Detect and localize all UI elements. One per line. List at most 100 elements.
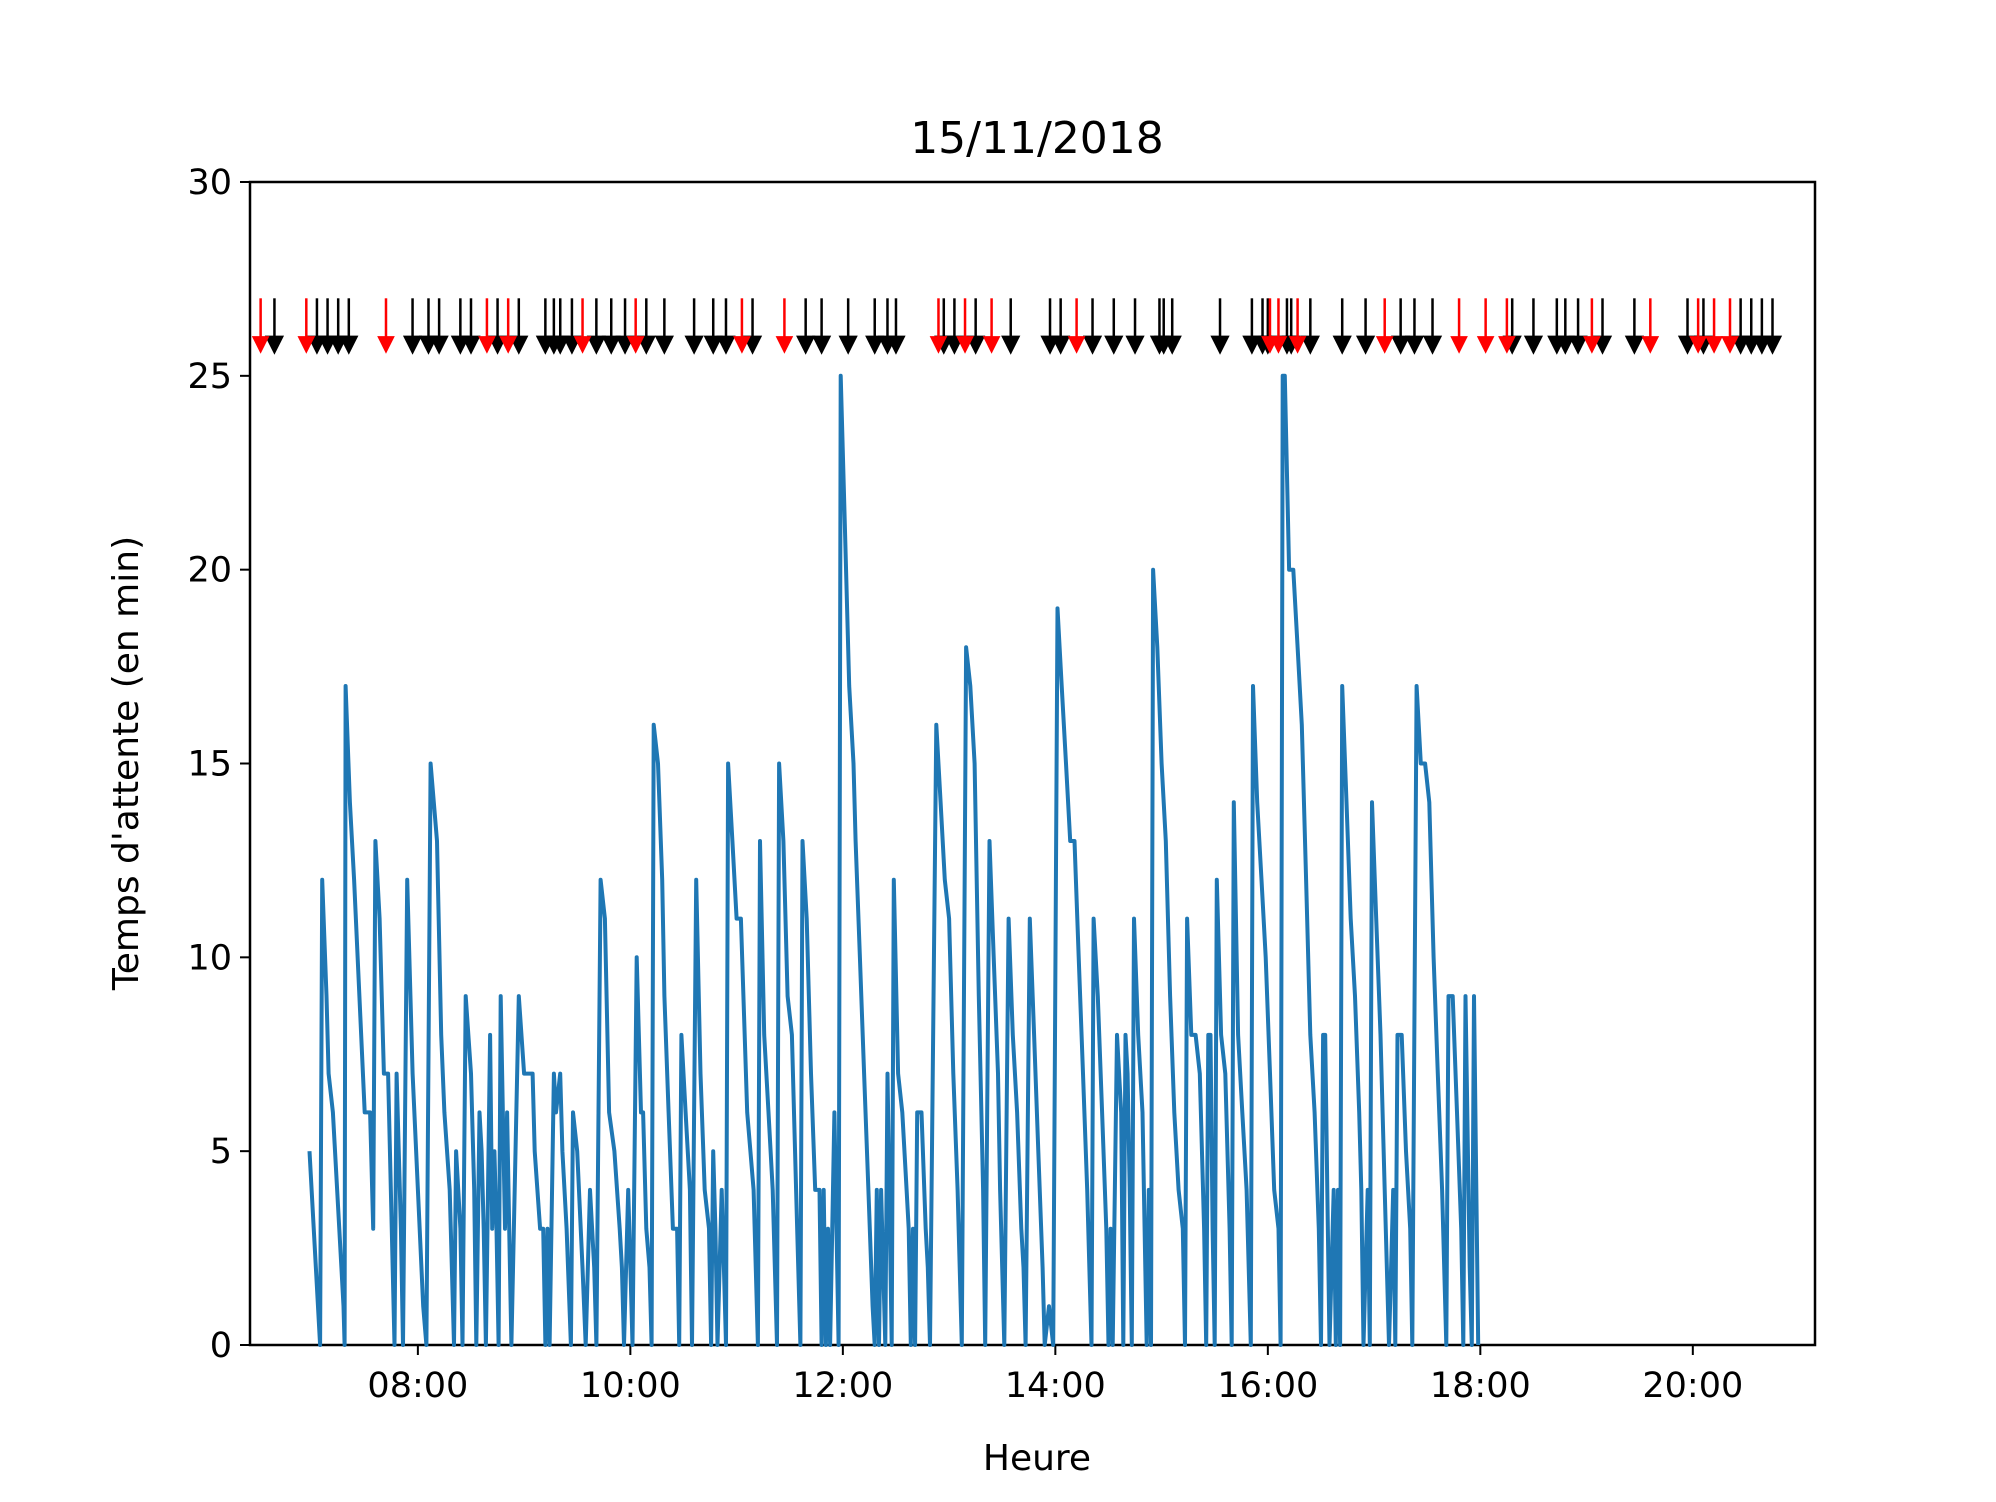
- red-arrow-head: [733, 336, 751, 354]
- red-arrow-head: [929, 336, 948, 354]
- red-arrow-head: [377, 336, 395, 354]
- black-arrow-head: [1391, 336, 1410, 354]
- red-arrow-head: [626, 336, 645, 354]
- black-arrow-head: [1356, 336, 1375, 354]
- x-tick-label: 10:00: [580, 1366, 681, 1406]
- black-arrow-head: [655, 336, 674, 354]
- black-arrow-head: [637, 336, 656, 354]
- x-axis-label: Heure: [983, 1438, 1091, 1479]
- black-arrow-head: [1423, 336, 1442, 354]
- y-tick-label: 20: [187, 551, 232, 591]
- black-arrow-head: [717, 336, 735, 354]
- black-arrow-head: [1301, 336, 1320, 354]
- red-arrow-head: [478, 336, 496, 354]
- black-arrow-head: [1104, 336, 1123, 354]
- black-arrow-head: [1126, 336, 1144, 354]
- black-arrow-head: [1569, 336, 1587, 354]
- red-arrow-head: [1067, 336, 1086, 354]
- red-arrow-head: [1583, 336, 1601, 354]
- black-arrow-head: [945, 336, 964, 354]
- black-arrow-head: [812, 336, 831, 354]
- black-arrow-head: [1211, 336, 1229, 354]
- red-arrow-head: [982, 336, 1001, 354]
- black-arrow-head: [551, 336, 570, 354]
- black-arrow-head: [1163, 336, 1182, 354]
- red-arrow-head: [1498, 336, 1516, 354]
- black-arrow-head: [1593, 336, 1612, 354]
- black-arrow-head: [1763, 336, 1782, 354]
- black-arrow-head: [339, 336, 358, 354]
- y-tick-label: 15: [187, 745, 232, 785]
- black-arrow-head: [602, 336, 621, 354]
- black-arrow-head: [403, 336, 422, 354]
- black-arrow-head: [488, 336, 507, 354]
- y-tick-label: 10: [187, 938, 232, 978]
- red-arrow-head: [1689, 336, 1707, 354]
- black-arrow-head: [430, 336, 448, 354]
- black-arrow-head: [1051, 336, 1070, 354]
- black-arrow-head: [1731, 336, 1750, 354]
- black-arrow-head: [865, 336, 884, 354]
- red-arrow-head: [1288, 336, 1307, 354]
- black-arrow-head: [318, 336, 337, 354]
- red-arrow-head: [1705, 336, 1723, 354]
- black-arrow-head: [1678, 336, 1697, 354]
- y-axis-label: Temps d'attente (en min): [106, 536, 147, 991]
- black-arrow-head: [1001, 336, 1020, 354]
- black-arrow-head: [1625, 336, 1644, 354]
- black-arrow-head: [796, 336, 815, 354]
- black-arrow-head: [451, 336, 470, 354]
- black-arrow-head: [1524, 336, 1543, 354]
- red-arrow-head: [251, 336, 270, 354]
- black-arrow-head: [743, 336, 762, 354]
- black-arrow-head: [329, 336, 347, 354]
- x-tick-label: 18:00: [1430, 1366, 1531, 1406]
- red-arrow-head: [775, 336, 794, 354]
- black-arrow-head: [685, 336, 703, 354]
- chart-title: 15/11/2018: [910, 113, 1164, 164]
- red-arrow-head: [1450, 336, 1468, 354]
- red-arrow-head: [1641, 336, 1660, 354]
- black-arrow-head: [587, 336, 606, 354]
- black-arrow-head: [265, 336, 284, 354]
- black-arrow-head: [509, 336, 528, 354]
- black-arrow-head: [419, 336, 438, 354]
- black-arrow-head: [616, 336, 634, 354]
- black-arrow-head: [462, 336, 480, 354]
- black-arrow-head: [839, 336, 857, 354]
- red-arrow-head: [573, 336, 592, 354]
- black-arrow-head: [563, 336, 581, 354]
- y-tick-label: 5: [210, 1132, 232, 1172]
- black-arrow-head: [704, 336, 723, 354]
- black-arrow-head: [887, 336, 905, 354]
- black-arrow-head: [1083, 336, 1102, 354]
- black-arrow-head: [1243, 336, 1261, 354]
- x-tick-label: 08:00: [367, 1366, 468, 1406]
- red-arrow-head: [499, 336, 517, 354]
- x-tick-label: 20:00: [1642, 1366, 1743, 1406]
- red-arrow-head: [1375, 336, 1394, 354]
- red-arrow-head: [1269, 336, 1288, 354]
- black-arrow-head: [1742, 336, 1761, 354]
- series-line: [307, 373, 1481, 1347]
- black-arrow-head: [1753, 336, 1771, 354]
- red-arrow-head: [1476, 336, 1495, 354]
- black-arrow-head: [966, 336, 985, 354]
- x-tick-label: 16:00: [1217, 1366, 1318, 1406]
- black-arrow-head: [1556, 336, 1575, 354]
- plot-area: 0 5 10 15 20 25 30 08:00 10:00 12:00 14:00 16:00 18:…: [187, 163, 1817, 1406]
- red-arrow-head: [1721, 336, 1739, 354]
- red-arrow-head: [297, 336, 316, 354]
- red-arrow-head: [956, 336, 974, 354]
- black-arrow-head: [1041, 336, 1059, 354]
- x-tick-label: 14:00: [1005, 1366, 1106, 1406]
- x-tick-label: 12:00: [792, 1366, 893, 1406]
- black-arrow-head: [1333, 336, 1352, 354]
- y-tick-label: 0: [210, 1326, 232, 1366]
- y-tick-label: 30: [187, 163, 232, 203]
- black-arrow-head: [1405, 336, 1424, 354]
- black-arrow-head: [308, 336, 326, 354]
- y-tick-label: 25: [187, 357, 232, 397]
